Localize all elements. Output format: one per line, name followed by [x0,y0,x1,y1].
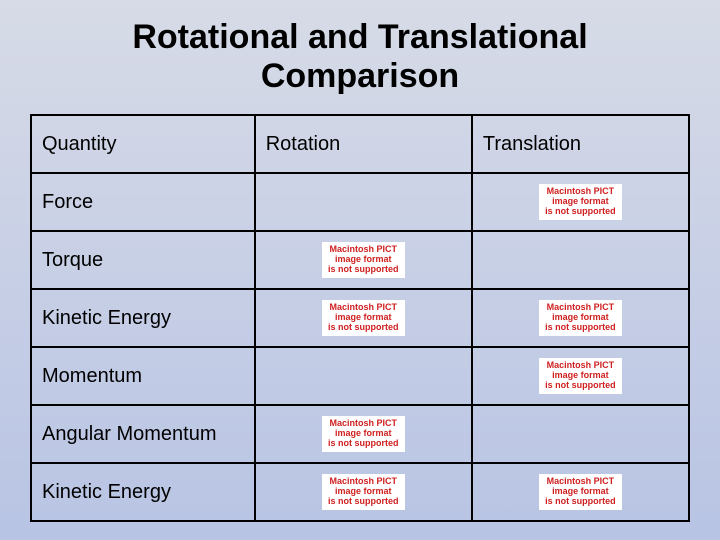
pict-placeholder-icon: Macintosh PICT image format is not suppo… [539,358,622,394]
cell-rotation [255,347,472,405]
row-label: Force [31,173,255,231]
pict-placeholder-icon: Macintosh PICT image format is not suppo… [539,474,622,510]
cell-rotation: Macintosh PICT image format is not suppo… [255,405,472,463]
pict-placeholder-icon: Macintosh PICT image format is not suppo… [539,300,622,336]
cell-rotation: Macintosh PICT image format is not suppo… [255,463,472,521]
col-header-rotation: Rotation [255,115,472,173]
pict-placeholder-icon: Macintosh PICT image format is not suppo… [322,416,405,452]
row-label: Momentum [31,347,255,405]
cell-translation [472,405,689,463]
cell-translation: Macintosh PICT image format is not suppo… [472,347,689,405]
table-header-row: Quantity Rotation Translation [31,115,689,173]
row-label: Angular Momentum [31,405,255,463]
table-row: Angular Momentum Macintosh PICT image fo… [31,405,689,463]
pict-placeholder-icon: Macintosh PICT image format is not suppo… [322,300,405,336]
table-row: Force Macintosh PICT image format is not… [31,173,689,231]
table-row: Torque Macintosh PICT image format is no… [31,231,689,289]
row-label: Torque [31,231,255,289]
cell-translation: Macintosh PICT image format is not suppo… [472,289,689,347]
pict-placeholder-icon: Macintosh PICT image format is not suppo… [322,474,405,510]
table-row: Kinetic Energy Macintosh PICT image form… [31,289,689,347]
col-header-quantity: Quantity [31,115,255,173]
pict-placeholder-icon: Macintosh PICT image format is not suppo… [539,184,622,220]
col-header-translation: Translation [472,115,689,173]
cell-translation: Macintosh PICT image format is not suppo… [472,463,689,521]
cell-rotation [255,173,472,231]
slide-title: Rotational and Translational Comparison [30,18,690,96]
table-row: Momentum Macintosh PICT image format is … [31,347,689,405]
row-label: Kinetic Energy [31,289,255,347]
row-label: Kinetic Energy [31,463,255,521]
cell-translation [472,231,689,289]
pict-placeholder-icon: Macintosh PICT image format is not suppo… [322,242,405,278]
cell-translation: Macintosh PICT image format is not suppo… [472,173,689,231]
slide: Rotational and Translational Comparison … [0,0,720,540]
table-row: Kinetic Energy Macintosh PICT image form… [31,463,689,521]
cell-rotation: Macintosh PICT image format is not suppo… [255,289,472,347]
comparison-table: Quantity Rotation Translation Force Maci… [30,114,690,522]
cell-rotation: Macintosh PICT image format is not suppo… [255,231,472,289]
